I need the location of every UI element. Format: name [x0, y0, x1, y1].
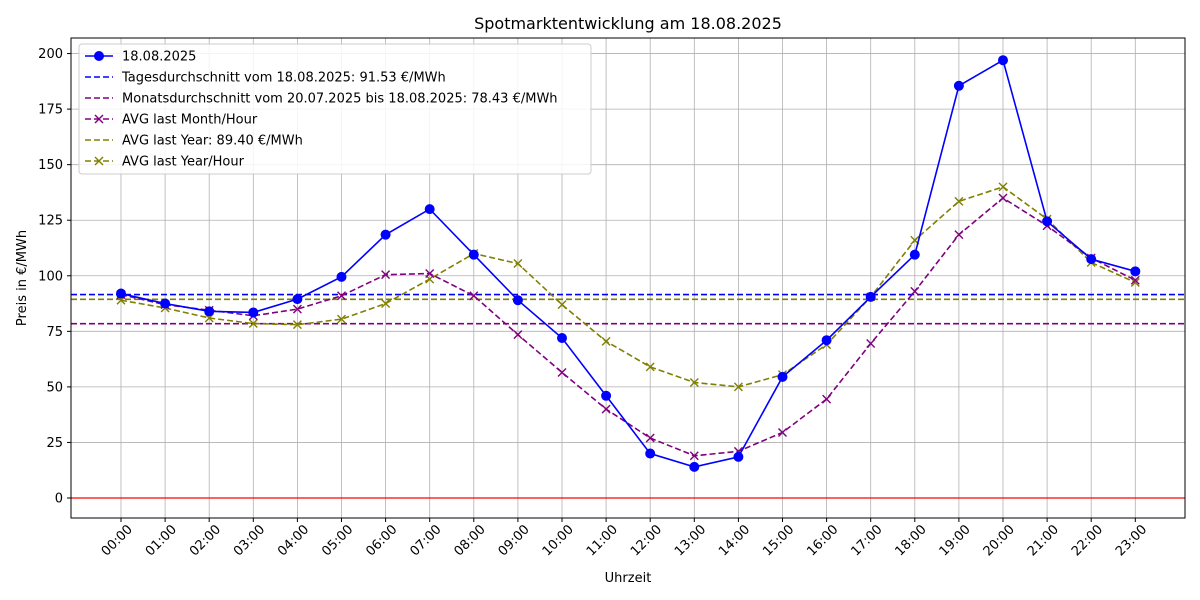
data-point: [380, 229, 391, 240]
data-point: [601, 336, 611, 346]
legend-label: 18.08.2025: [122, 50, 196, 65]
data-point: [954, 196, 964, 206]
data-point: [689, 461, 700, 472]
y-tick-label: 150: [38, 158, 63, 173]
data-point: [116, 288, 126, 299]
y-tick-label: 125: [38, 214, 63, 229]
data-point: [778, 427, 787, 437]
y-tick-label: 175: [38, 103, 63, 118]
series-line-0: [120, 59, 1136, 468]
legend-label: AVG last Month/Hour: [122, 113, 258, 128]
data-point: [1086, 254, 1097, 265]
data-point: [865, 291, 876, 302]
x-axis-label: Uhrzeit: [605, 571, 652, 586]
y-axis-label: Preis in €/MWh: [15, 230, 30, 326]
data-point: [689, 451, 699, 461]
legend-marker: [94, 51, 104, 61]
data-point: [1130, 266, 1141, 277]
legend-entry: AVG last Year/Hour: [85, 155, 245, 170]
data-point: [998, 55, 1008, 66]
data-point: [204, 306, 215, 317]
y-tick-label: 0: [55, 492, 63, 507]
legend-entry: AVG last Year: 89.40 €/MWh: [85, 134, 303, 149]
data-point: [1130, 275, 1140, 285]
data-point: [645, 362, 655, 372]
data-point: [689, 377, 699, 387]
data-point: [292, 320, 302, 330]
data-point: [336, 271, 347, 282]
legend-entry: 18.08.2025: [85, 50, 196, 65]
data-point: [557, 300, 567, 310]
data-point: [998, 193, 1008, 203]
legend-label: Monatsdurchschnitt vom 20.07.2025 bis 18…: [122, 92, 558, 107]
data-point: [160, 298, 171, 309]
data-point: [954, 230, 964, 240]
y-tick-label: 75: [46, 325, 63, 340]
data-point: [248, 319, 258, 329]
data-point: [1042, 216, 1053, 227]
data-point: [910, 286, 920, 296]
legend-entry: AVG last Month/Hour: [85, 113, 258, 128]
data-point: [601, 404, 611, 414]
data-point: [337, 291, 346, 301]
series-line-5: [120, 186, 1136, 388]
data-point: [381, 270, 391, 280]
legend-marker: [94, 156, 104, 166]
data-point: [468, 249, 479, 260]
data-point: [292, 294, 303, 305]
y-tick-label: 25: [46, 436, 63, 451]
data-point: [513, 259, 523, 269]
data-point: [821, 335, 832, 346]
y-tick-label: 50: [46, 380, 63, 395]
series-0: [116, 55, 1141, 472]
legend-marker: [94, 114, 104, 124]
data-point: [1130, 277, 1140, 287]
data-point: [953, 80, 964, 91]
data-point: [645, 448, 656, 459]
legend-box: [78, 43, 592, 175]
data-point: [557, 333, 567, 343]
data-point: [733, 451, 744, 462]
legend: 18.08.2025 Tagesdurchschnitt vom 18.08.20…: [78, 43, 592, 175]
y-tick-label: 100: [38, 269, 63, 284]
data-point: [425, 269, 435, 279]
legend-entry: Tagesdurchschnitt vom 18.08.2025: 91.53 …: [85, 71, 446, 86]
plot-frame: [70, 37, 1186, 519]
data-point: [733, 382, 743, 392]
legend-label: AVG last Year: 89.40 €/MWh: [122, 134, 303, 149]
data-point: [512, 295, 523, 306]
series-lines: [116, 55, 1141, 472]
data-point: [337, 314, 346, 324]
data-point: [777, 371, 788, 382]
data-point: [822, 394, 832, 404]
data-point: [557, 367, 567, 377]
data-point: [909, 249, 920, 260]
legend-entry: Monatsdurchschnitt vom 20.07.2025 bis 18…: [85, 92, 558, 107]
data-point: [513, 330, 523, 340]
data-point: [381, 299, 391, 309]
data-point: [998, 182, 1008, 192]
data-point: [601, 390, 612, 401]
data-point: [248, 307, 259, 318]
chart-title: Spotmarktentwicklung am 18.08.2025: [474, 14, 782, 33]
data-point: [292, 304, 302, 314]
data-point: [469, 291, 479, 301]
data-point: [645, 433, 655, 443]
data-point: [424, 204, 435, 215]
y-tick-label: 200: [38, 47, 63, 62]
legend-label: Tagesdurchschnitt vom 18.08.2025: 91.53 …: [121, 71, 446, 86]
data-point: [866, 339, 876, 349]
legend-label: AVG last Year/Hour: [122, 155, 245, 170]
